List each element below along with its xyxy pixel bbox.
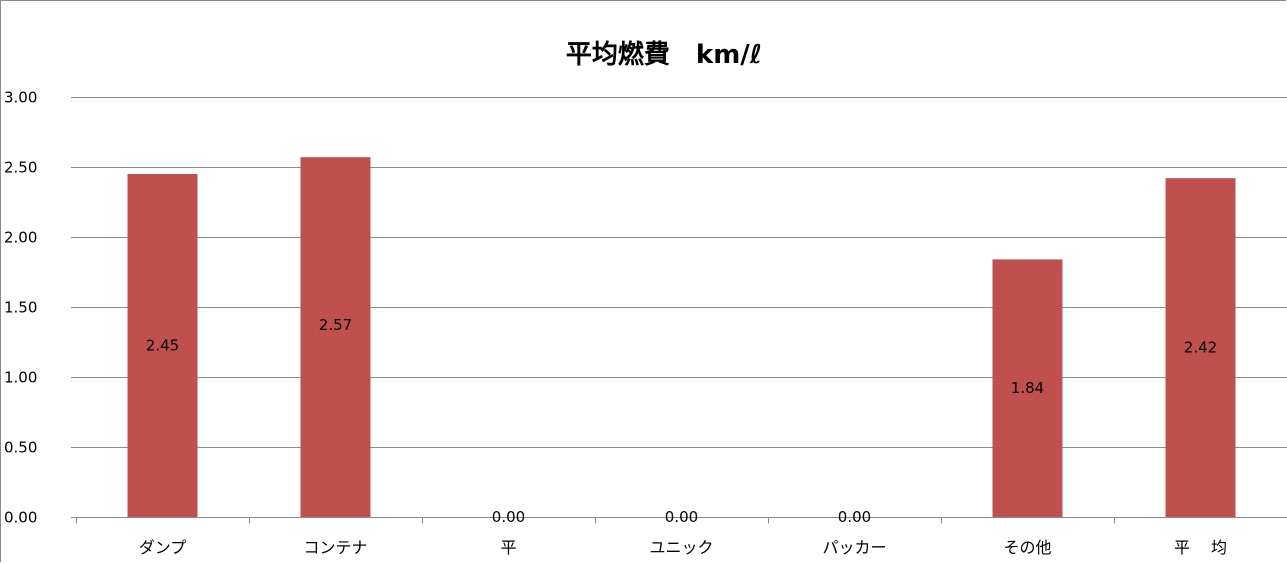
y-tick-label: 1.50	[4, 299, 37, 317]
bars	[127, 157, 1236, 517]
data-label: 2.57	[319, 316, 352, 334]
x-axis	[71, 517, 1287, 524]
y-tick-label: 1.00	[4, 369, 37, 387]
data-label: 2.45	[146, 337, 179, 355]
category-label: コンテナ	[303, 538, 367, 557]
y-tick-label: 3.00	[4, 89, 37, 107]
data-label: 0.00	[665, 508, 698, 526]
data-label: 0.00	[838, 508, 871, 526]
data-label: 0.00	[492, 508, 525, 526]
y-axis-tick-labels: 0.00 0.50 1.00 1.50 2.00 2.50 3.00	[4, 89, 37, 527]
category-label: ユニック	[649, 538, 713, 557]
gridlines	[71, 97, 1287, 448]
x-axis-category-labels: ダンプ コンテナ 平 ユニック パッカー その他 平 均	[139, 538, 1227, 557]
category-label: パッカー	[822, 538, 886, 557]
y-tick-label: 2.00	[4, 229, 37, 247]
category-label: 平 均	[1174, 538, 1227, 557]
data-label: 2.42	[1184, 339, 1217, 357]
category-label: その他	[1003, 538, 1051, 557]
bar	[1165, 178, 1236, 517]
bar	[127, 174, 198, 517]
data-labels: 2.45 2.57 0.00 0.00 0.00 1.84 2.42	[146, 316, 1217, 526]
y-tick-label: 0.50	[4, 439, 37, 457]
category-label: ダンプ	[139, 538, 187, 557]
bar	[992, 259, 1063, 517]
chart-title: 平均燃費 km/ℓ	[566, 40, 762, 70]
data-label: 1.84	[1011, 379, 1044, 397]
y-tick-label: 0.00	[4, 509, 37, 527]
y-tick-label: 2.50	[4, 159, 37, 177]
category-label: 平	[500, 538, 516, 557]
bar	[300, 157, 371, 517]
